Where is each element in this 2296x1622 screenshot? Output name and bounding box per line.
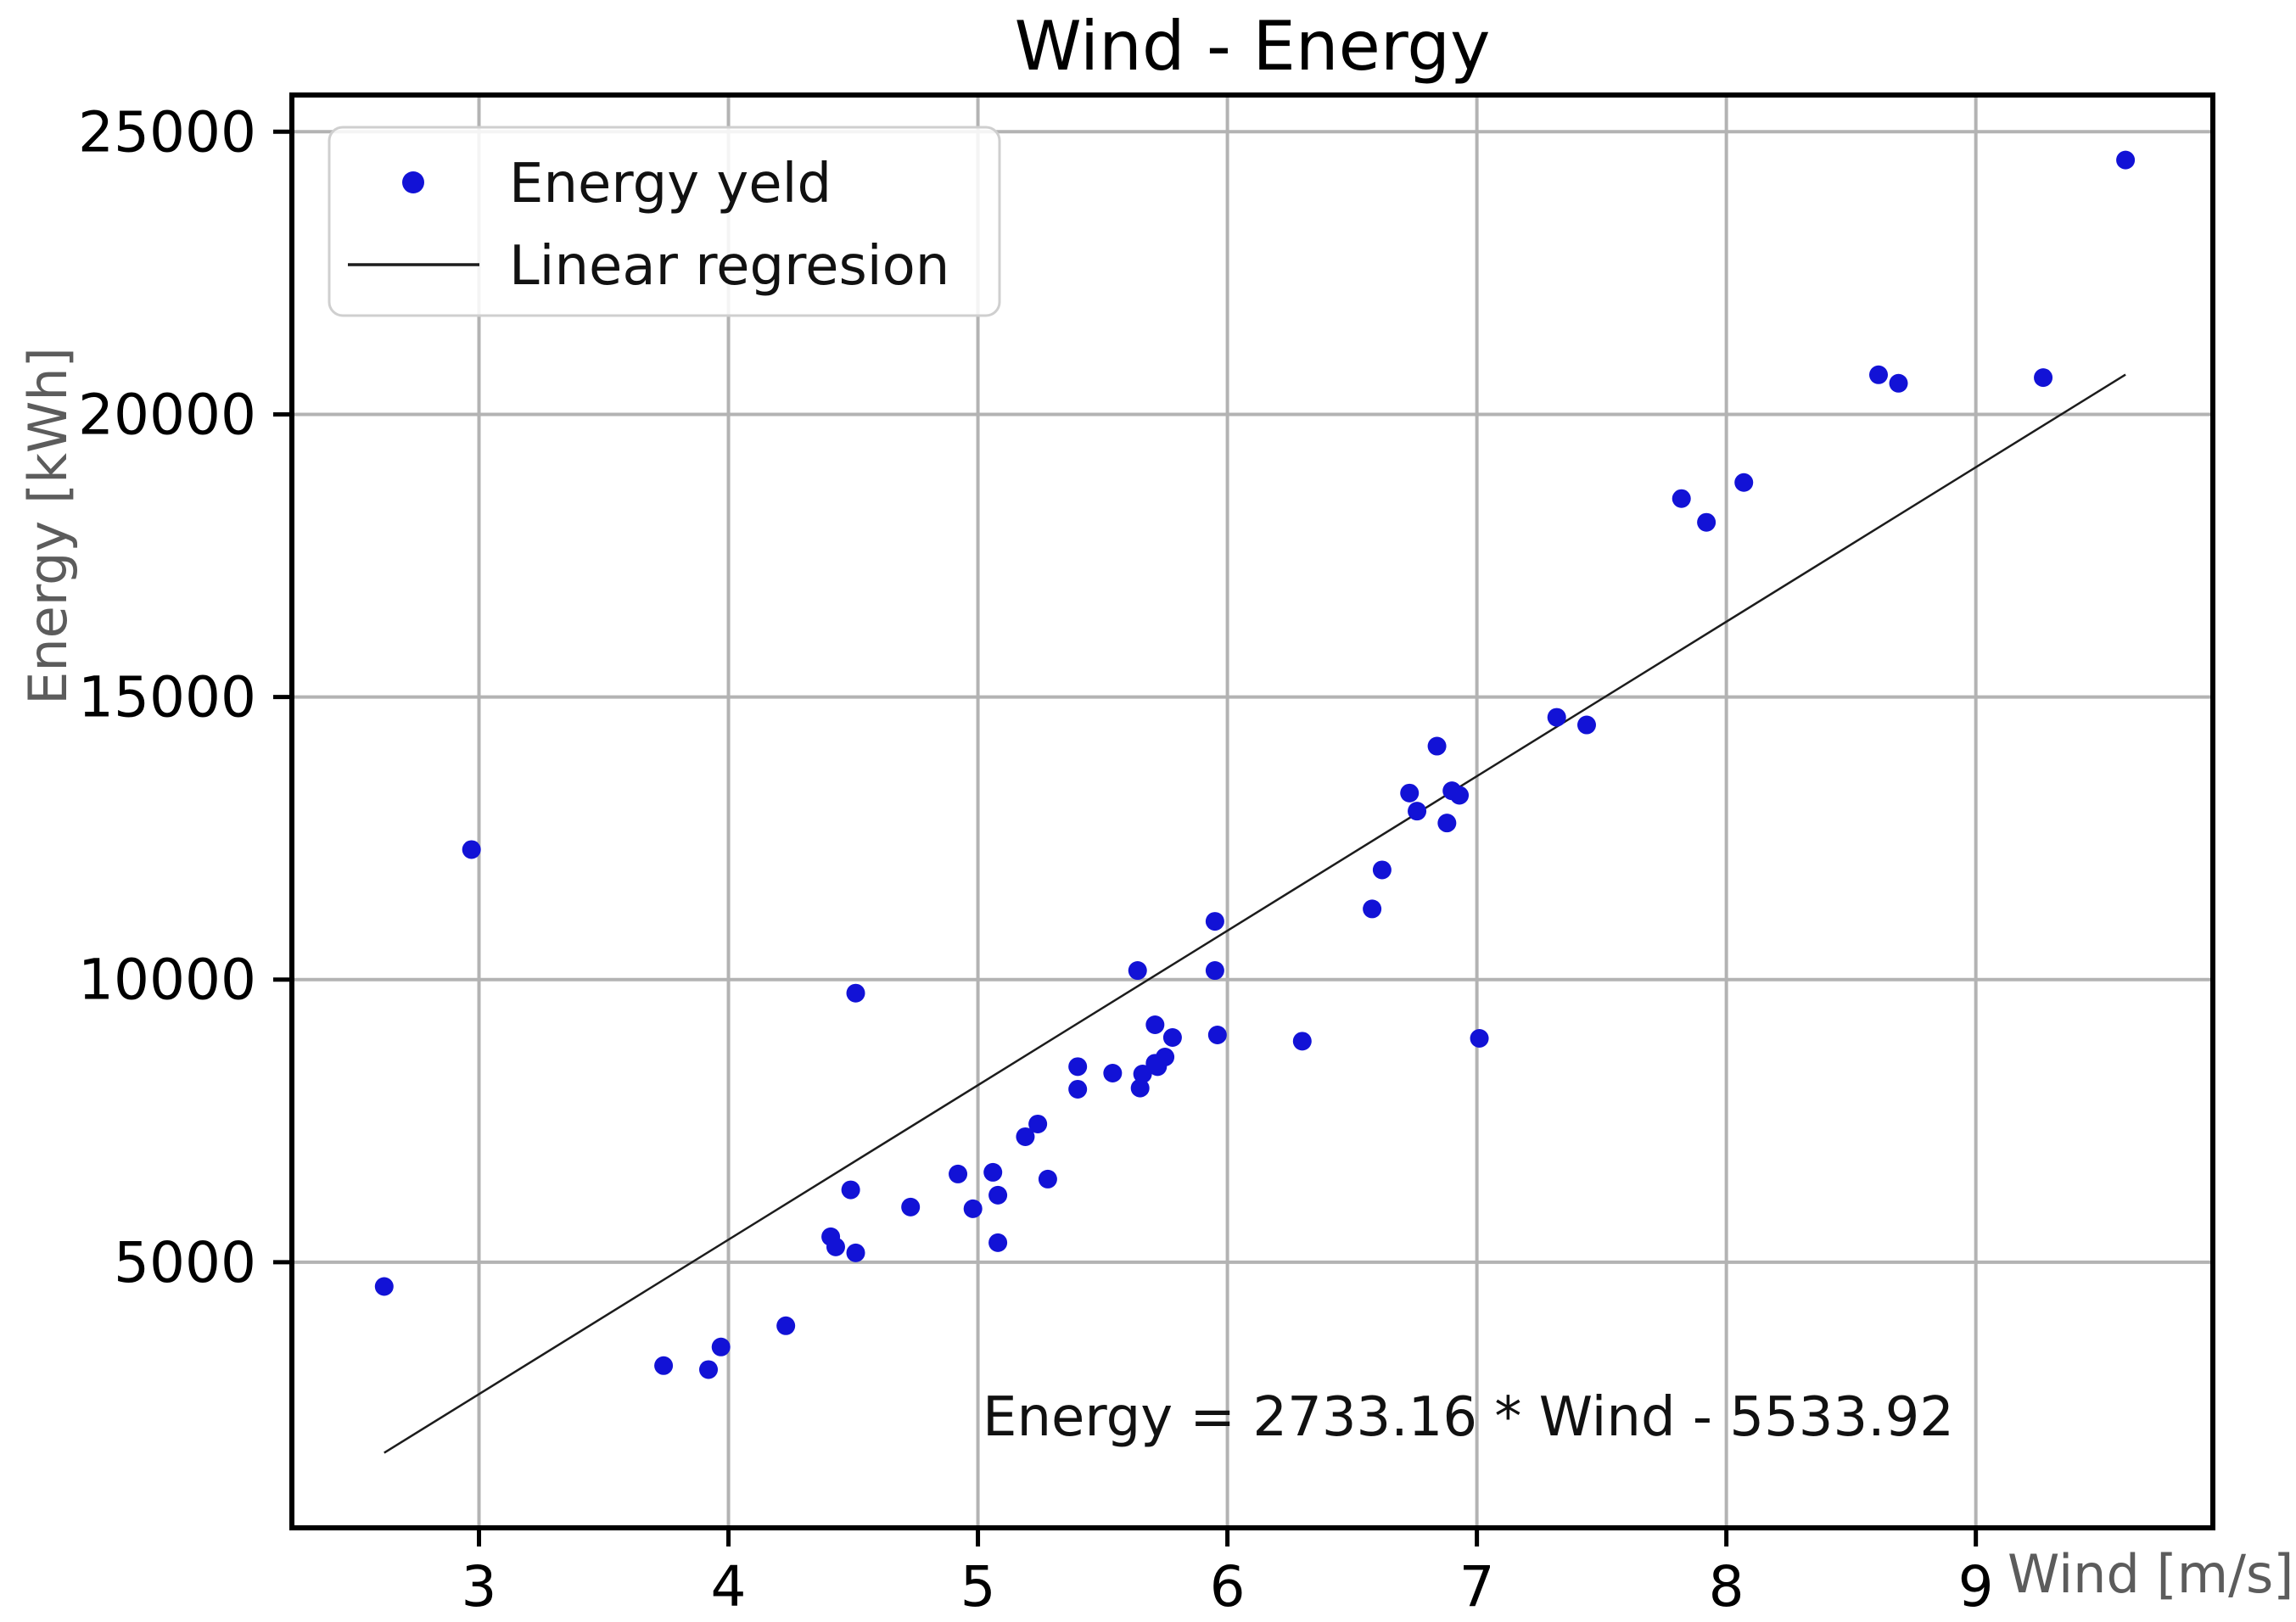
scatter-point bbox=[1068, 1079, 1088, 1099]
chart-title: Wind - Energy bbox=[1015, 7, 1491, 86]
scatter-point bbox=[988, 1185, 1008, 1205]
data-layer bbox=[374, 150, 2136, 1454]
y-tick-label: 15000 bbox=[78, 665, 256, 730]
scatter-point bbox=[1697, 512, 1716, 532]
scatter-point bbox=[1363, 899, 1382, 919]
scatter-point bbox=[1205, 961, 1224, 981]
scatter-point bbox=[1207, 1026, 1227, 1045]
legend-box bbox=[328, 126, 1001, 317]
scatter-point bbox=[1889, 373, 1908, 393]
scatter-point bbox=[826, 1237, 845, 1256]
scatter-point bbox=[776, 1316, 796, 1335]
scatter-point bbox=[841, 1180, 860, 1200]
scatter-point bbox=[1450, 786, 1470, 805]
scatter-point bbox=[1068, 1057, 1088, 1077]
scatter-point bbox=[1162, 1028, 1182, 1048]
scatter-point bbox=[1437, 814, 1457, 833]
scatter-point bbox=[1734, 473, 1754, 492]
scatter-point bbox=[949, 1164, 968, 1183]
scatter-point bbox=[2116, 150, 2136, 170]
x-axis-label: Wind [m/s] bbox=[2008, 1543, 2294, 1605]
scatter-point bbox=[1103, 1063, 1123, 1082]
scatter-point bbox=[983, 1162, 1003, 1182]
y-tick-label: 5000 bbox=[114, 1230, 256, 1295]
scatter-point bbox=[1130, 1078, 1150, 1098]
scatter-point bbox=[2034, 368, 2053, 388]
x-tick-label: 6 bbox=[1210, 1554, 1246, 1619]
scatter-point bbox=[1672, 489, 1691, 508]
tick-layer: 3 4 5 6 7 8 9 5000 10000 15000 20000 25000 bbox=[78, 99, 1994, 1619]
scatter-point bbox=[1408, 802, 1427, 821]
x-tick-label: 3 bbox=[462, 1554, 497, 1619]
scatter-point bbox=[1205, 912, 1224, 931]
x-tick-label: 4 bbox=[711, 1554, 747, 1619]
scatter-point bbox=[963, 1199, 983, 1218]
scatter-point bbox=[1128, 961, 1147, 981]
scatter-point bbox=[846, 1243, 865, 1262]
y-axis-label: Energy [kWh] bbox=[17, 347, 79, 705]
scatter-point bbox=[1576, 715, 1596, 735]
x-tick-label: 7 bbox=[1459, 1554, 1495, 1619]
scatter-point bbox=[1038, 1169, 1057, 1189]
scatter-point bbox=[654, 1356, 674, 1375]
y-tick-label: 25000 bbox=[78, 99, 256, 165]
x-tick-label: 9 bbox=[1958, 1554, 1994, 1619]
scatter-point bbox=[1372, 860, 1392, 880]
scatter-point bbox=[1156, 1047, 1175, 1066]
scatter-point bbox=[1145, 1015, 1165, 1035]
scatter-point bbox=[1133, 1064, 1152, 1083]
x-tick-label: 8 bbox=[1709, 1554, 1744, 1619]
legend-label-energy-yeld: Energy yeld bbox=[509, 153, 832, 215]
scatter-point bbox=[699, 1360, 719, 1379]
scatter-point bbox=[1869, 365, 1889, 384]
legend-label-linear-regresion: Linear regresion bbox=[509, 235, 949, 298]
scatter-point bbox=[901, 1197, 921, 1216]
scatter-point bbox=[988, 1233, 1008, 1252]
scatter-point bbox=[711, 1337, 731, 1356]
legend: Energy yeld Linear regresion bbox=[328, 126, 1001, 317]
scatter-point bbox=[1470, 1029, 1489, 1049]
scatter-point bbox=[1400, 783, 1420, 803]
scatter-point bbox=[374, 1277, 394, 1296]
y-tick-label: 20000 bbox=[78, 382, 256, 447]
scatter-point bbox=[846, 983, 865, 1003]
scatter-marker-icon bbox=[402, 171, 424, 193]
regression-line bbox=[384, 373, 2126, 1454]
x-tick-label: 5 bbox=[960, 1554, 996, 1619]
scatter-point bbox=[1292, 1032, 1312, 1051]
scatter-point bbox=[1016, 1127, 1035, 1146]
scatter-point bbox=[1427, 736, 1447, 756]
plot-area-border bbox=[289, 92, 2215, 1530]
regression-equation: Energy = 2733.16 * Wind - 5533.92 bbox=[983, 1386, 1954, 1449]
scatter-point bbox=[462, 840, 481, 859]
scatter-point bbox=[1028, 1114, 1048, 1133]
y-tick-label: 10000 bbox=[78, 948, 256, 1013]
scatter-point bbox=[1547, 708, 1566, 727]
